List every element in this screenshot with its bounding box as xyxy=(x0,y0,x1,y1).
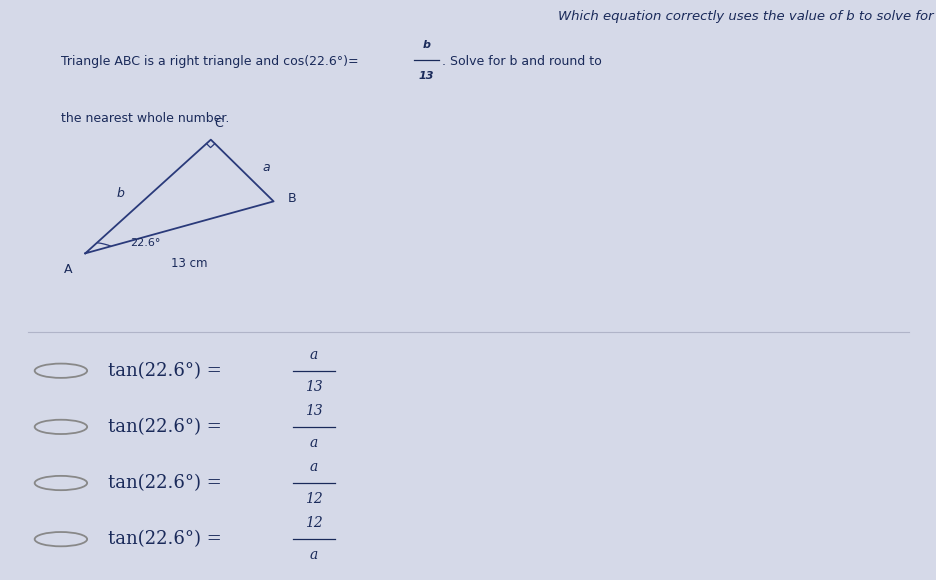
Text: B: B xyxy=(287,191,296,205)
Text: 22.6°: 22.6° xyxy=(130,238,160,248)
Text: A: A xyxy=(64,263,73,276)
Circle shape xyxy=(35,476,87,490)
Text: 13: 13 xyxy=(305,379,322,394)
Text: a: a xyxy=(262,161,271,174)
Text: . Solve for b and round to: . Solve for b and round to xyxy=(442,55,601,68)
Text: 13: 13 xyxy=(305,404,322,418)
Text: a: a xyxy=(310,548,317,562)
Circle shape xyxy=(35,420,87,434)
Text: a: a xyxy=(310,348,317,362)
Text: b: b xyxy=(422,41,430,50)
Text: 13 cm: 13 cm xyxy=(170,256,207,270)
Text: tan(22.6°) =: tan(22.6°) = xyxy=(108,530,227,548)
Text: 12: 12 xyxy=(305,516,322,530)
Text: the nearest whole number.: the nearest whole number. xyxy=(61,112,229,125)
Text: tan(22.6°) =: tan(22.6°) = xyxy=(108,362,227,380)
Circle shape xyxy=(35,364,87,378)
Text: a: a xyxy=(310,460,317,474)
Text: tan(22.6°) =: tan(22.6°) = xyxy=(108,418,227,436)
Text: 12: 12 xyxy=(305,492,322,506)
Text: tan(22.6°) =: tan(22.6°) = xyxy=(108,474,227,492)
Circle shape xyxy=(35,532,87,546)
Text: a: a xyxy=(310,436,317,450)
Text: Which equation correctly uses the value of b to solve for a?: Which equation correctly uses the value … xyxy=(557,10,936,23)
Text: b: b xyxy=(117,187,124,200)
Text: C: C xyxy=(213,117,223,130)
Text: Triangle ABC is a right triangle and cos(22.6°)=: Triangle ABC is a right triangle and cos… xyxy=(61,55,358,68)
Text: 13: 13 xyxy=(418,71,433,81)
